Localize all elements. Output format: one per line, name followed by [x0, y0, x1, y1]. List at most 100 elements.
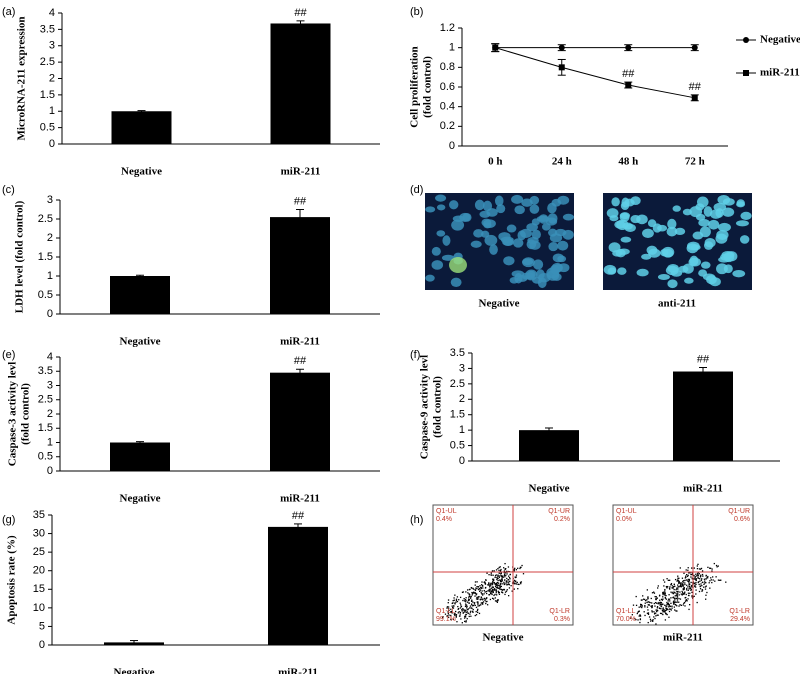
- y-axis-label: Caspase-3 activity levl: [7, 362, 19, 466]
- event-dot: [656, 597, 659, 599]
- event-dot: [491, 586, 494, 588]
- event-dot: [492, 579, 495, 582]
- event-dot: [484, 599, 486, 602]
- y-tick-label: 1: [459, 424, 465, 436]
- event-dot: [494, 583, 497, 585]
- event-dot: [495, 589, 497, 592]
- image-label: Negative: [479, 298, 520, 310]
- event-dot: [657, 614, 659, 616]
- point: [691, 94, 698, 101]
- event-dot: [680, 583, 682, 585]
- event-dot: [484, 587, 487, 589]
- event-dot: [470, 607, 472, 609]
- event-dot: [498, 566, 500, 569]
- event-dot: [488, 594, 491, 596]
- event-dot: [455, 598, 458, 600]
- bar: [673, 371, 733, 461]
- event-dot: [470, 603, 473, 605]
- nucleus: [531, 229, 541, 240]
- event-dot: [447, 612, 449, 615]
- event-dot: [469, 611, 472, 613]
- event-dot: [674, 585, 676, 587]
- event-dot: [701, 590, 703, 592]
- event-dot: [459, 596, 462, 599]
- event-dot: [683, 587, 685, 589]
- event-dot: [450, 614, 452, 617]
- event-dot: [498, 569, 500, 572]
- event-dot: [679, 591, 681, 593]
- x-tick-label: Negative: [120, 493, 161, 505]
- event-dot: [698, 590, 701, 593]
- event-dot: [682, 584, 684, 586]
- nucleus: [636, 268, 649, 277]
- nucleus: [482, 200, 493, 212]
- event-dot: [662, 579, 665, 581]
- event-dot: [669, 588, 671, 590]
- event-dot: [666, 613, 668, 616]
- event-dot: [672, 591, 674, 593]
- event-dot: [490, 589, 492, 591]
- y-tick-label: 0.2: [440, 120, 455, 132]
- event-dot: [687, 578, 689, 581]
- event-dot: [697, 563, 699, 565]
- nucleus: [511, 194, 524, 204]
- nucleus: [509, 276, 519, 284]
- event-dot: [656, 605, 659, 608]
- event-dot: [484, 581, 486, 583]
- nucleus: [717, 194, 731, 205]
- bar: [268, 526, 328, 645]
- event-dot: [504, 593, 506, 596]
- event-dot: [670, 584, 672, 586]
- nucleus: [436, 204, 446, 211]
- event-dot: [466, 607, 468, 609]
- event-dot: [670, 597, 672, 599]
- nucleus: [709, 209, 722, 219]
- event-dot: [657, 587, 659, 589]
- event-dot: [655, 596, 657, 598]
- event-dot: [642, 595, 644, 597]
- bar: [270, 217, 330, 314]
- nucleus: [619, 212, 630, 222]
- event-dot: [677, 580, 680, 582]
- event-dot: [460, 604, 462, 606]
- event-dot: [495, 569, 498, 571]
- event-dot: [501, 576, 503, 578]
- event-dot: [503, 570, 505, 572]
- event-dot: [517, 583, 519, 585]
- event-dot: [513, 570, 515, 572]
- event-dot: [464, 605, 467, 607]
- event-dot: [665, 605, 667, 607]
- event-dot: [664, 590, 666, 592]
- event-dot: [492, 580, 494, 582]
- event-dot: [480, 604, 482, 606]
- event-dot: [688, 582, 690, 584]
- event-dot: [472, 592, 474, 595]
- quadrant-name: Q1-LR: [729, 608, 750, 615]
- event-dot: [646, 589, 648, 591]
- event-dot: [681, 583, 683, 585]
- event-dot: [691, 596, 693, 598]
- event-dot: [488, 582, 490, 584]
- event-dot: [474, 604, 476, 607]
- event-dot: [683, 580, 685, 582]
- event-dot: [493, 570, 495, 572]
- event-dot: [498, 587, 500, 589]
- event-dot: [687, 586, 689, 588]
- event-dot: [699, 568, 702, 570]
- event-dot: [494, 588, 496, 590]
- event-dot: [672, 587, 674, 589]
- y-tick-label: 3.5: [450, 347, 465, 359]
- event-dot: [673, 591, 676, 593]
- event-dot: [494, 597, 496, 599]
- event-dot: [663, 585, 665, 587]
- event-dot: [684, 605, 686, 607]
- event-dot: [666, 602, 669, 605]
- event-dot: [513, 588, 515, 590]
- event-dot: [644, 606, 646, 608]
- event-dot: [676, 597, 678, 600]
- event-dot: [494, 586, 497, 588]
- quadrant-name: Q1-LL: [616, 608, 636, 615]
- event-dot: [463, 617, 466, 619]
- event-dot: [690, 588, 692, 591]
- event-dot: [460, 605, 463, 608]
